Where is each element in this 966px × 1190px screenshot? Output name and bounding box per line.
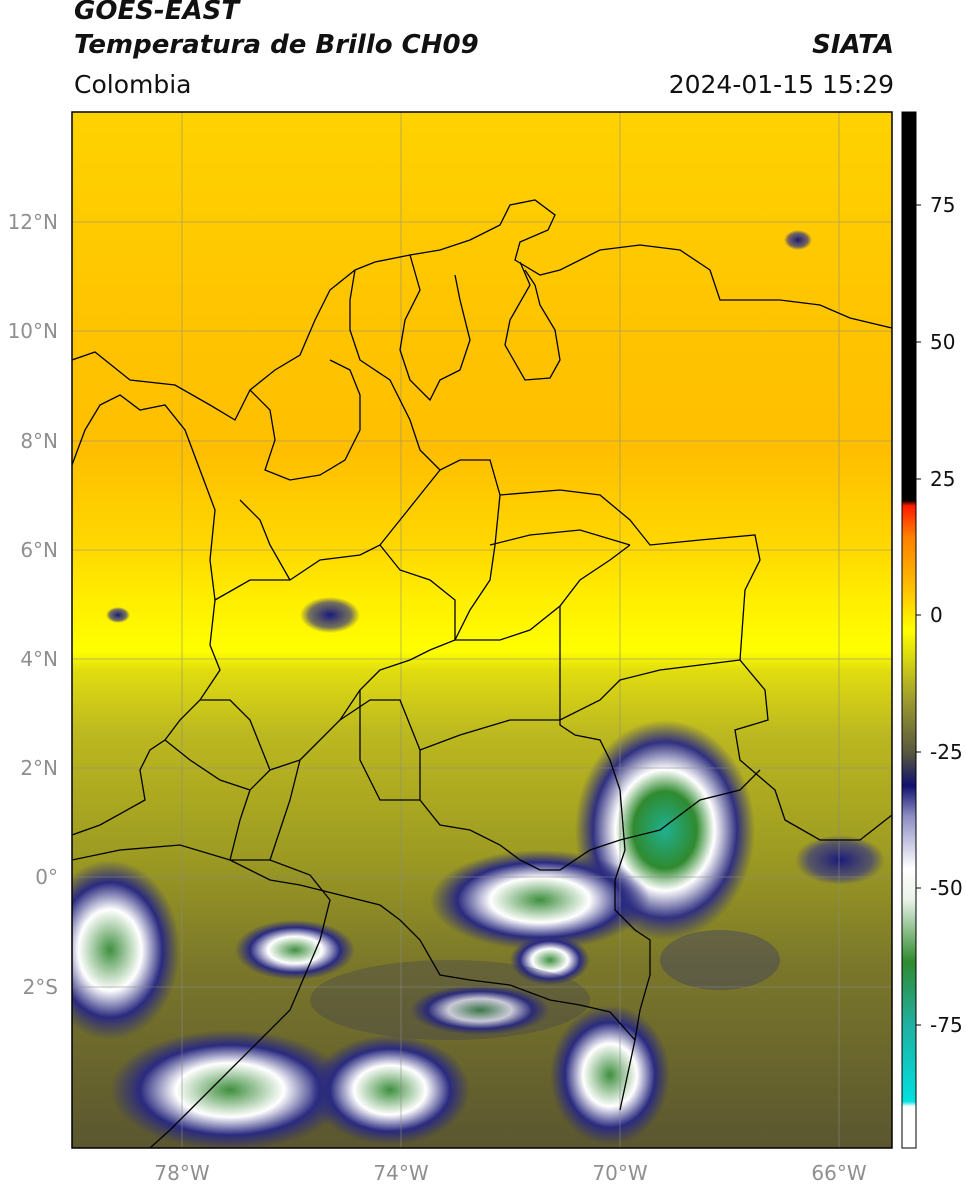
colorbar-tick-neg25: -25 xyxy=(930,740,963,764)
colorbar-ramp xyxy=(901,111,917,1149)
lon-label-70w: 70°W xyxy=(592,1161,647,1185)
colorbar: 75 50 25 0 -25 -50 -75 xyxy=(901,111,963,1149)
lat-label-2n: 2°N xyxy=(20,756,58,780)
organization-label: SIATA xyxy=(812,30,894,60)
colorbar-tick-0: 0 xyxy=(930,603,943,627)
brightness-temperature-field xyxy=(72,112,892,1148)
political-boundaries xyxy=(72,199,892,1148)
title-line-1: GOES-EAST xyxy=(74,0,240,26)
lon-label-78w: 78°W xyxy=(154,1161,209,1185)
colorbar-tick-75: 75 xyxy=(930,193,955,217)
map-frame xyxy=(71,111,893,1149)
longitude-labels: 78°W 74°W 70°W 66°W xyxy=(154,1161,866,1185)
lat-label-6n: 6°N xyxy=(20,538,58,562)
latitude-labels: 12°N 10°N 8°N 6°N 4°N 2°N 0° 2°S xyxy=(8,210,58,999)
colorbar-tick-25: 25 xyxy=(930,467,955,491)
colorbar-tick-neg75: -75 xyxy=(930,1013,963,1037)
lat-label-8n: 8°N xyxy=(20,429,58,453)
lat-label-2s: 2°S xyxy=(23,975,58,999)
datetime-label: 2024-01-15 15:29 xyxy=(668,70,894,99)
region-label: Colombia xyxy=(74,70,192,99)
title-line-2: Temperatura de Brillo CH09 xyxy=(74,30,479,60)
lat-label-0: 0° xyxy=(35,865,58,889)
graticule xyxy=(72,112,892,1148)
lat-label-10n: 10°N xyxy=(8,319,58,343)
colorbar-tick-50: 50 xyxy=(930,330,955,354)
lat-label-12n: 12°N xyxy=(8,210,58,234)
lon-label-66w: 66°W xyxy=(811,1161,866,1185)
lon-label-74w: 74°W xyxy=(373,1161,428,1185)
colorbar-tick-neg50: -50 xyxy=(930,876,963,900)
lat-label-4n: 4°N xyxy=(20,647,58,671)
